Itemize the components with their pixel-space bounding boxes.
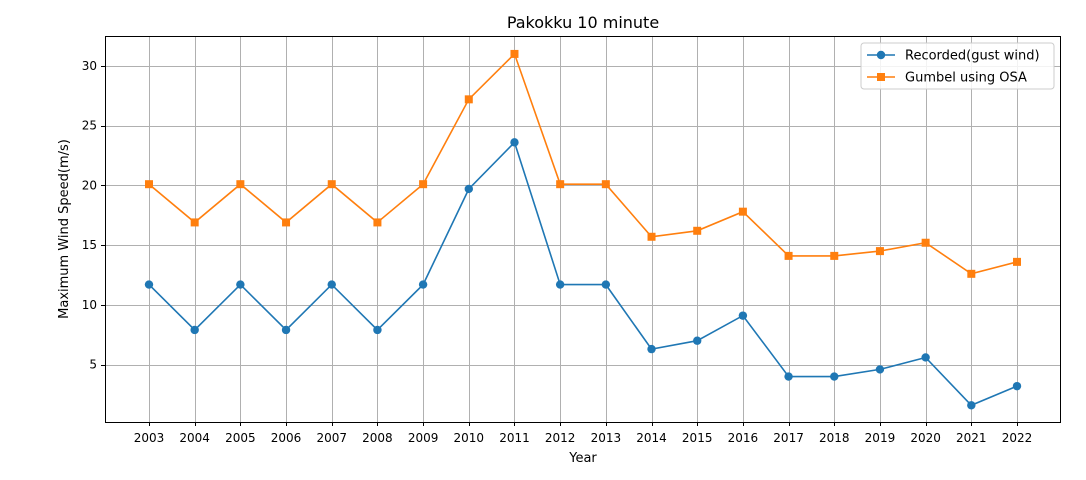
data-point bbox=[1012, 381, 1022, 391]
x-tick-label: 2018 bbox=[819, 431, 850, 445]
x-tick-label: 2004 bbox=[179, 431, 210, 445]
x-tick-label: 2014 bbox=[636, 431, 667, 445]
series-1 bbox=[144, 138, 1022, 410]
y-tick-label: 5 bbox=[89, 358, 97, 372]
chart-title: Pakokku 10 minute bbox=[507, 13, 659, 32]
data-point bbox=[282, 218, 291, 227]
data-point bbox=[418, 280, 428, 289]
data-point bbox=[601, 280, 611, 289]
data-point bbox=[693, 336, 702, 345]
y-tick-label: 30 bbox=[82, 59, 97, 73]
data-point bbox=[967, 269, 976, 278]
data-point bbox=[236, 180, 245, 189]
x-tick-label: 2021 bbox=[956, 431, 987, 445]
x-tick-label: 2012 bbox=[545, 431, 576, 445]
y-tick-label: 10 bbox=[82, 298, 97, 312]
x-tick-label: 2009 bbox=[408, 431, 439, 445]
y-axis-label: Maximum Wind Speed(m/s) bbox=[57, 139, 72, 319]
data-point bbox=[464, 184, 473, 194]
data-point bbox=[190, 325, 199, 335]
x-tick-label: 2020 bbox=[910, 431, 941, 445]
data-point bbox=[144, 280, 154, 289]
data-point bbox=[647, 344, 656, 354]
data-point bbox=[373, 218, 382, 227]
data-point bbox=[1013, 257, 1021, 266]
data-point bbox=[601, 180, 610, 189]
data-point bbox=[921, 238, 930, 247]
x-tick-label: 2015 bbox=[682, 431, 713, 445]
plot-frame bbox=[105, 36, 1061, 423]
data-point bbox=[281, 325, 291, 335]
data-point bbox=[556, 180, 565, 189]
x-tick-label: 2007 bbox=[316, 431, 347, 445]
x-tick-label: 2008 bbox=[362, 431, 393, 445]
legend-entry: Recorded(gust wind) bbox=[867, 49, 1040, 64]
data-point bbox=[693, 226, 702, 235]
data-point bbox=[327, 180, 336, 189]
y-tick-label: 25 bbox=[82, 119, 97, 133]
data-point bbox=[830, 372, 839, 381]
data-point bbox=[145, 180, 153, 189]
legend-box bbox=[860, 42, 1055, 90]
data-point bbox=[419, 180, 428, 189]
x-axis-ticks: 2003 2004 2005 2006 2007 2008 2009 2010 2011 2012… bbox=[134, 422, 1033, 445]
x-tick-label: 2013 bbox=[591, 431, 622, 445]
x-tick-label: 2017 bbox=[773, 431, 804, 445]
y-axis-ticks: 5 10 15 20 25 30 bbox=[82, 59, 105, 372]
x-tick-label: 2022 bbox=[1002, 431, 1033, 445]
legend-marker bbox=[876, 50, 886, 60]
data-point bbox=[510, 49, 519, 58]
x-tick-label: 2010 bbox=[454, 431, 485, 445]
x-tick-label: 2003 bbox=[134, 431, 165, 445]
legend-entry: Gumbel using OSA bbox=[867, 71, 1027, 86]
data-point bbox=[647, 232, 656, 241]
data-point bbox=[875, 247, 884, 256]
x-tick-label: 2005 bbox=[225, 431, 256, 445]
series-2 bbox=[145, 49, 1021, 278]
series-layer bbox=[144, 49, 1022, 410]
data-point bbox=[921, 353, 930, 362]
x-tick-label: 2011 bbox=[499, 431, 530, 445]
data-point bbox=[738, 311, 748, 320]
x-tick-label: 2006 bbox=[271, 431, 302, 445]
x-tick-label: 2019 bbox=[865, 431, 896, 445]
legend-label: Gumbel using OSA bbox=[905, 71, 1027, 86]
data-point bbox=[464, 95, 473, 104]
x-tick-label: 2016 bbox=[728, 431, 759, 445]
series-line bbox=[148, 140, 1018, 407]
grid-lines bbox=[105, 36, 1060, 422]
data-point bbox=[236, 280, 245, 289]
y-tick-label: 15 bbox=[82, 238, 97, 252]
data-point bbox=[784, 372, 793, 381]
legend-marker bbox=[877, 73, 885, 81]
x-axis-label: Year bbox=[568, 451, 597, 466]
data-point bbox=[784, 251, 793, 260]
legend: Recorded(gust wind) Gumbel using OSA bbox=[860, 42, 1055, 90]
data-point bbox=[830, 251, 839, 260]
data-point bbox=[373, 325, 382, 335]
data-point bbox=[190, 218, 199, 227]
data-point bbox=[967, 401, 976, 410]
data-point bbox=[327, 280, 336, 289]
data-point bbox=[875, 365, 885, 374]
legend-label: Recorded(gust wind) bbox=[905, 49, 1040, 64]
y-tick-label: 20 bbox=[82, 178, 97, 192]
data-point bbox=[510, 138, 519, 147]
data-point bbox=[555, 280, 565, 289]
data-point bbox=[738, 207, 747, 216]
series-line bbox=[148, 52, 1018, 275]
